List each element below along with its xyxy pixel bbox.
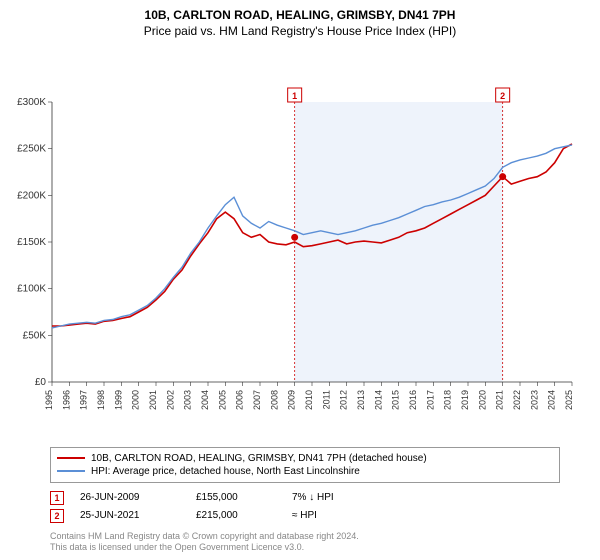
- svg-text:£200K: £200K: [17, 190, 46, 201]
- chart-title: 10B, CARLTON ROAD, HEALING, GRIMSBY, DN4…: [0, 8, 600, 22]
- svg-text:2013: 2013: [356, 390, 366, 410]
- svg-text:£150K: £150K: [17, 237, 46, 248]
- svg-text:2005: 2005: [217, 390, 227, 410]
- svg-text:2011: 2011: [321, 390, 331, 409]
- event-delta: 7% ↓ HPI: [292, 492, 392, 503]
- svg-text:2004: 2004: [200, 390, 210, 410]
- svg-text:2015: 2015: [391, 390, 401, 410]
- svg-text:2: 2: [500, 91, 505, 101]
- svg-text:£50K: £50K: [23, 330, 47, 341]
- events-table: 1 26-JUN-2009 £155,000 7% ↓ HPI 2 25-JUN-2021…: [50, 489, 560, 525]
- svg-text:2007: 2007: [252, 390, 262, 410]
- svg-text:2018: 2018: [443, 390, 453, 410]
- svg-text:1999: 1999: [113, 390, 123, 410]
- event-date: 25-JUN-2021: [80, 510, 180, 521]
- svg-text:1996: 1996: [61, 390, 71, 410]
- svg-text:2014: 2014: [373, 390, 383, 410]
- event-marker: 1: [50, 491, 64, 505]
- svg-text:£250K: £250K: [17, 144, 46, 155]
- footnote: Contains HM Land Registry data © Crown c…: [50, 531, 560, 554]
- svg-text:£100K: £100K: [17, 284, 46, 295]
- svg-text:2025: 2025: [564, 390, 574, 410]
- svg-text:1995: 1995: [44, 390, 54, 410]
- event-delta: ≈ HPI: [292, 510, 392, 521]
- svg-text:2020: 2020: [477, 390, 487, 410]
- footnote-line-1: Contains HM Land Registry data © Crown c…: [50, 531, 560, 543]
- svg-text:1: 1: [292, 91, 297, 101]
- svg-text:2022: 2022: [512, 390, 522, 410]
- event-date: 26-JUN-2009: [80, 492, 180, 503]
- svg-text:2002: 2002: [165, 390, 175, 410]
- svg-text:2000: 2000: [131, 390, 141, 410]
- svg-text:£300K: £300K: [17, 97, 46, 108]
- legend-item: 10B, CARLTON ROAD, HEALING, GRIMSBY, DN4…: [57, 452, 553, 465]
- legend-swatch: [57, 457, 85, 459]
- event-row: 1 26-JUN-2009 £155,000 7% ↓ HPI: [50, 489, 560, 507]
- svg-text:2017: 2017: [425, 390, 435, 410]
- footnote-line-2: This data is licensed under the Open Gov…: [50, 542, 560, 554]
- event-price: £155,000: [196, 492, 276, 503]
- event-row: 2 25-JUN-2021 £215,000 ≈ HPI: [50, 507, 560, 525]
- svg-text:2012: 2012: [339, 390, 349, 410]
- svg-text:2019: 2019: [460, 390, 470, 410]
- svg-text:2003: 2003: [183, 390, 193, 410]
- legend-text: HPI: Average price, detached house, Nort…: [91, 466, 360, 477]
- svg-text:2009: 2009: [287, 390, 297, 410]
- svg-text:2006: 2006: [235, 390, 245, 410]
- svg-text:2008: 2008: [269, 390, 279, 410]
- chart-plot: £0 £50K £100K £150K £200K £250K £300K 1995 1996 1…: [0, 42, 600, 443]
- event-marker: 2: [50, 509, 64, 523]
- svg-text:2023: 2023: [529, 390, 539, 410]
- chart-subtitle: Price paid vs. HM Land Registry's House …: [0, 24, 600, 38]
- svg-text:2010: 2010: [304, 390, 314, 410]
- svg-text:2001: 2001: [148, 390, 158, 410]
- svg-text:1997: 1997: [79, 390, 89, 410]
- legend: 10B, CARLTON ROAD, HEALING, GRIMSBY, DN4…: [50, 447, 560, 483]
- svg-text:£0: £0: [35, 377, 47, 388]
- svg-text:1998: 1998: [96, 390, 106, 410]
- event-price: £215,000: [196, 510, 276, 521]
- svg-text:2024: 2024: [547, 390, 557, 410]
- legend-text: 10B, CARLTON ROAD, HEALING, GRIMSBY, DN4…: [91, 453, 427, 464]
- legend-item: HPI: Average price, detached house, Nort…: [57, 465, 553, 478]
- svg-text:2021: 2021: [495, 390, 505, 410]
- svg-text:2016: 2016: [408, 390, 418, 410]
- legend-swatch: [57, 470, 85, 472]
